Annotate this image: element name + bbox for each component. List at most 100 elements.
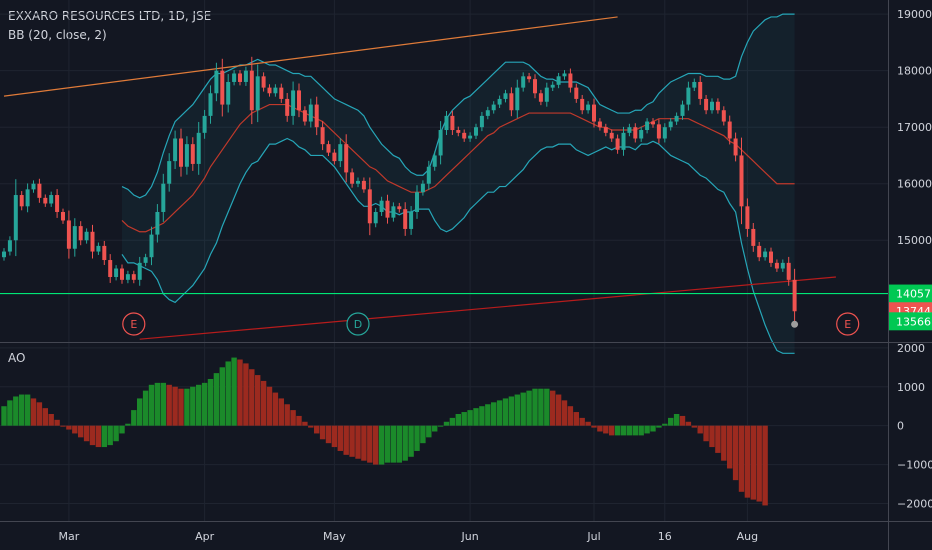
candle-body <box>403 209 408 229</box>
candle-body <box>37 183 42 198</box>
ao-bar <box>1 406 7 426</box>
candle-body <box>615 138 620 150</box>
pane-divider[interactable] <box>0 342 932 343</box>
candle-body <box>291 90 296 116</box>
ao-bar <box>402 425 408 461</box>
ao-bar <box>95 425 102 448</box>
candle-body <box>314 104 319 128</box>
ao-bar <box>72 425 78 434</box>
candle-body <box>538 93 543 102</box>
price-axis[interactable]: 19000 18000 17000 16000 15000 2000 1000 0 −1000 −… <box>59 8 932 543</box>
ao-bar <box>502 398 509 426</box>
candle-body <box>420 183 425 193</box>
candle-body <box>326 144 331 153</box>
ao-bar <box>314 425 320 434</box>
candle-body <box>220 70 225 105</box>
event-marker-label: E <box>130 318 137 331</box>
ao-bar <box>260 380 267 426</box>
ao-bar <box>732 425 739 481</box>
candle-body <box>792 279 797 312</box>
candle-body <box>226 81 231 105</box>
candle-body <box>379 200 384 212</box>
candle-body <box>125 274 130 280</box>
ao-bar <box>561 400 568 426</box>
ao-bar <box>727 425 733 469</box>
ao-bar <box>137 398 143 426</box>
ao-bar <box>573 412 579 426</box>
price-label-text: 14057 <box>896 288 931 301</box>
ao-bar <box>384 425 391 463</box>
candle-body <box>61 211 65 221</box>
candle-body <box>96 245 101 252</box>
candle-body <box>208 93 213 116</box>
ao-tick-label: 0 <box>897 420 904 433</box>
ao-bar <box>231 357 237 426</box>
ao-bar <box>485 404 491 426</box>
ao-bar <box>473 408 479 426</box>
ao-bar <box>113 425 119 442</box>
ao-tick-label: −2000 <box>897 497 932 510</box>
candle-body <box>597 121 602 128</box>
ao-bar <box>579 417 585 426</box>
ao-bar <box>119 425 125 434</box>
candle-body <box>450 115 455 131</box>
candle-body <box>562 73 567 77</box>
ao-bar <box>48 413 54 426</box>
candle-body <box>574 87 579 99</box>
candle-body <box>485 110 490 116</box>
ao-bar <box>13 396 19 426</box>
bb-indicator-label[interactable]: BB (20, close, 2) <box>8 28 107 42</box>
candle-body <box>580 98 585 111</box>
ao-bar <box>54 419 60 426</box>
time-tick-label: 16 <box>658 530 672 543</box>
candle-body <box>232 73 237 82</box>
ao-bar <box>190 386 196 426</box>
ao-bar <box>662 423 668 426</box>
candle-body <box>78 226 83 241</box>
candle-body <box>438 130 443 156</box>
ao-histogram <box>1 357 768 506</box>
candle-body <box>114 268 119 277</box>
candle-body <box>131 274 136 280</box>
bb-upper-line <box>121 13 795 199</box>
candle-body <box>391 206 396 218</box>
ao-bar <box>367 425 373 463</box>
upper-trendline <box>3 16 618 97</box>
price-tick-label: 15000 <box>897 234 932 247</box>
candle-body <box>533 79 537 94</box>
ao-bar <box>703 425 709 442</box>
ao-bar <box>673 413 680 426</box>
candle-body <box>102 245 107 261</box>
time-axis-divider <box>0 521 932 522</box>
ao-bar <box>337 425 343 451</box>
candle-body <box>137 262 142 280</box>
lower-trendline <box>139 276 836 340</box>
time-tick-label: Mar <box>59 530 80 543</box>
candle-body <box>503 93 508 99</box>
candle-body <box>55 195 60 212</box>
time-tick-label: May <box>323 530 346 543</box>
candle-body <box>344 144 349 173</box>
ao-bar <box>284 404 290 426</box>
candle-body <box>238 73 242 82</box>
candle-body <box>651 121 655 125</box>
candle-body <box>409 211 414 229</box>
candle-body <box>774 262 779 269</box>
candle-body <box>25 189 30 207</box>
ao-bar <box>19 394 25 426</box>
event-marker-label: D <box>354 318 362 331</box>
ao-bar <box>243 363 249 426</box>
candle-body <box>686 87 691 105</box>
candle-body <box>674 115 679 122</box>
candle-body <box>108 260 113 277</box>
candle-body <box>556 76 561 85</box>
candle-body <box>397 206 402 210</box>
candle-body <box>462 132 467 139</box>
candle-body <box>367 189 372 224</box>
ao-indicator-label[interactable]: AO <box>8 351 26 365</box>
ao-bar <box>756 425 762 502</box>
candle-body <box>645 121 650 131</box>
